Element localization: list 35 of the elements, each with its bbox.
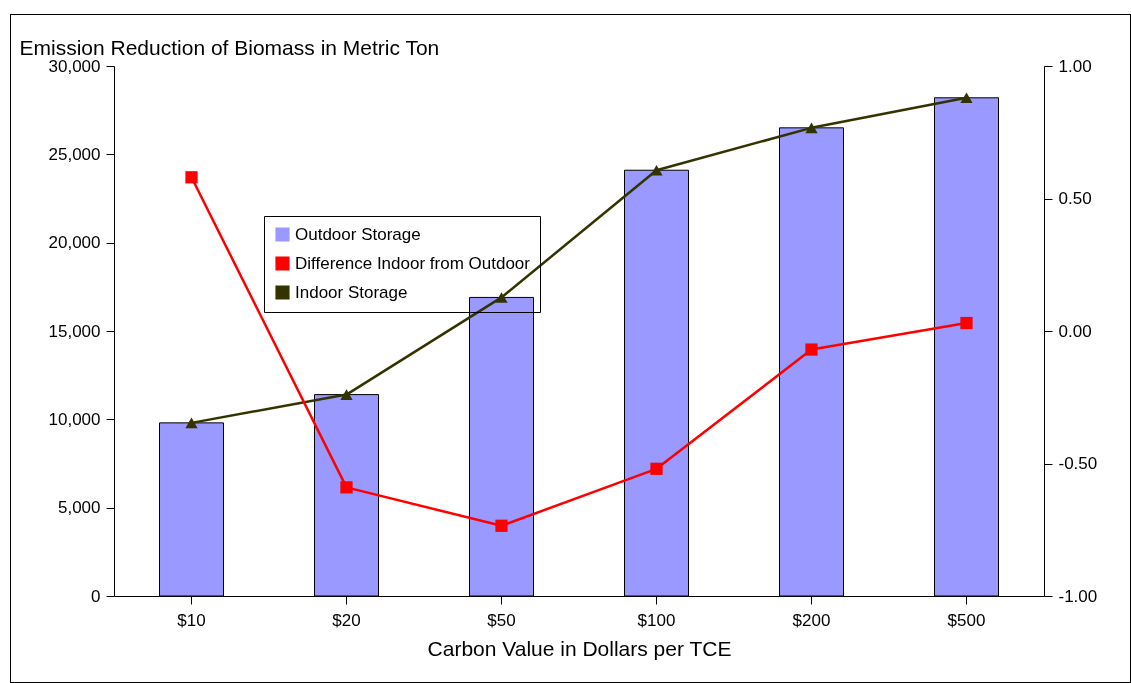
y-axis-title: Emission Reduction of Biomass in Metric Ton — [19, 35, 440, 59]
point — [340, 481, 353, 494]
x-tick-label: $100 — [637, 610, 676, 630]
x-axis-title: Carbon Value in Dollars per TCE — [427, 636, 732, 660]
y2-tick-label: -0.50 — [1058, 454, 1098, 473]
legend-label: Outdoor Storage — [295, 224, 421, 244]
y-tick-label: 10,000 — [48, 409, 101, 429]
y-tick-label: 20,000 — [48, 233, 101, 253]
y-tick-label: 0 — [91, 586, 101, 606]
x-tick-label: $20 — [332, 610, 361, 630]
x-tick-label: $200 — [792, 610, 831, 630]
x-tick-label: $50 — [487, 610, 516, 630]
point — [805, 122, 818, 134]
point — [495, 292, 508, 303]
y2-tick-label: 1.00 — [1058, 56, 1092, 76]
point — [650, 164, 663, 176]
point — [185, 171, 198, 184]
point — [960, 316, 973, 330]
point — [185, 417, 198, 429]
y-tick-label: 25,000 — [48, 144, 101, 164]
legend-label: Indoor Storage — [295, 282, 408, 302]
point — [650, 462, 663, 475]
y-tick-label: 30,000 — [48, 56, 101, 76]
x-tick-label: $500 — [947, 610, 986, 630]
y2-tick-label: -1.00 — [1058, 586, 1098, 606]
point — [495, 519, 508, 532]
point — [340, 389, 353, 400]
y2-tick-label: 0.00 — [1058, 321, 1092, 341]
y-tick-label: 15,000 — [48, 321, 101, 341]
y2-tick-label: 0.50 — [1058, 189, 1092, 208]
x-tick-label: $10 — [177, 610, 206, 630]
point — [960, 92, 973, 104]
y-tick-label: 5,000 — [57, 498, 101, 518]
legend-label: Difference Indoor from Outdoor — [295, 253, 531, 273]
point — [805, 343, 818, 356]
